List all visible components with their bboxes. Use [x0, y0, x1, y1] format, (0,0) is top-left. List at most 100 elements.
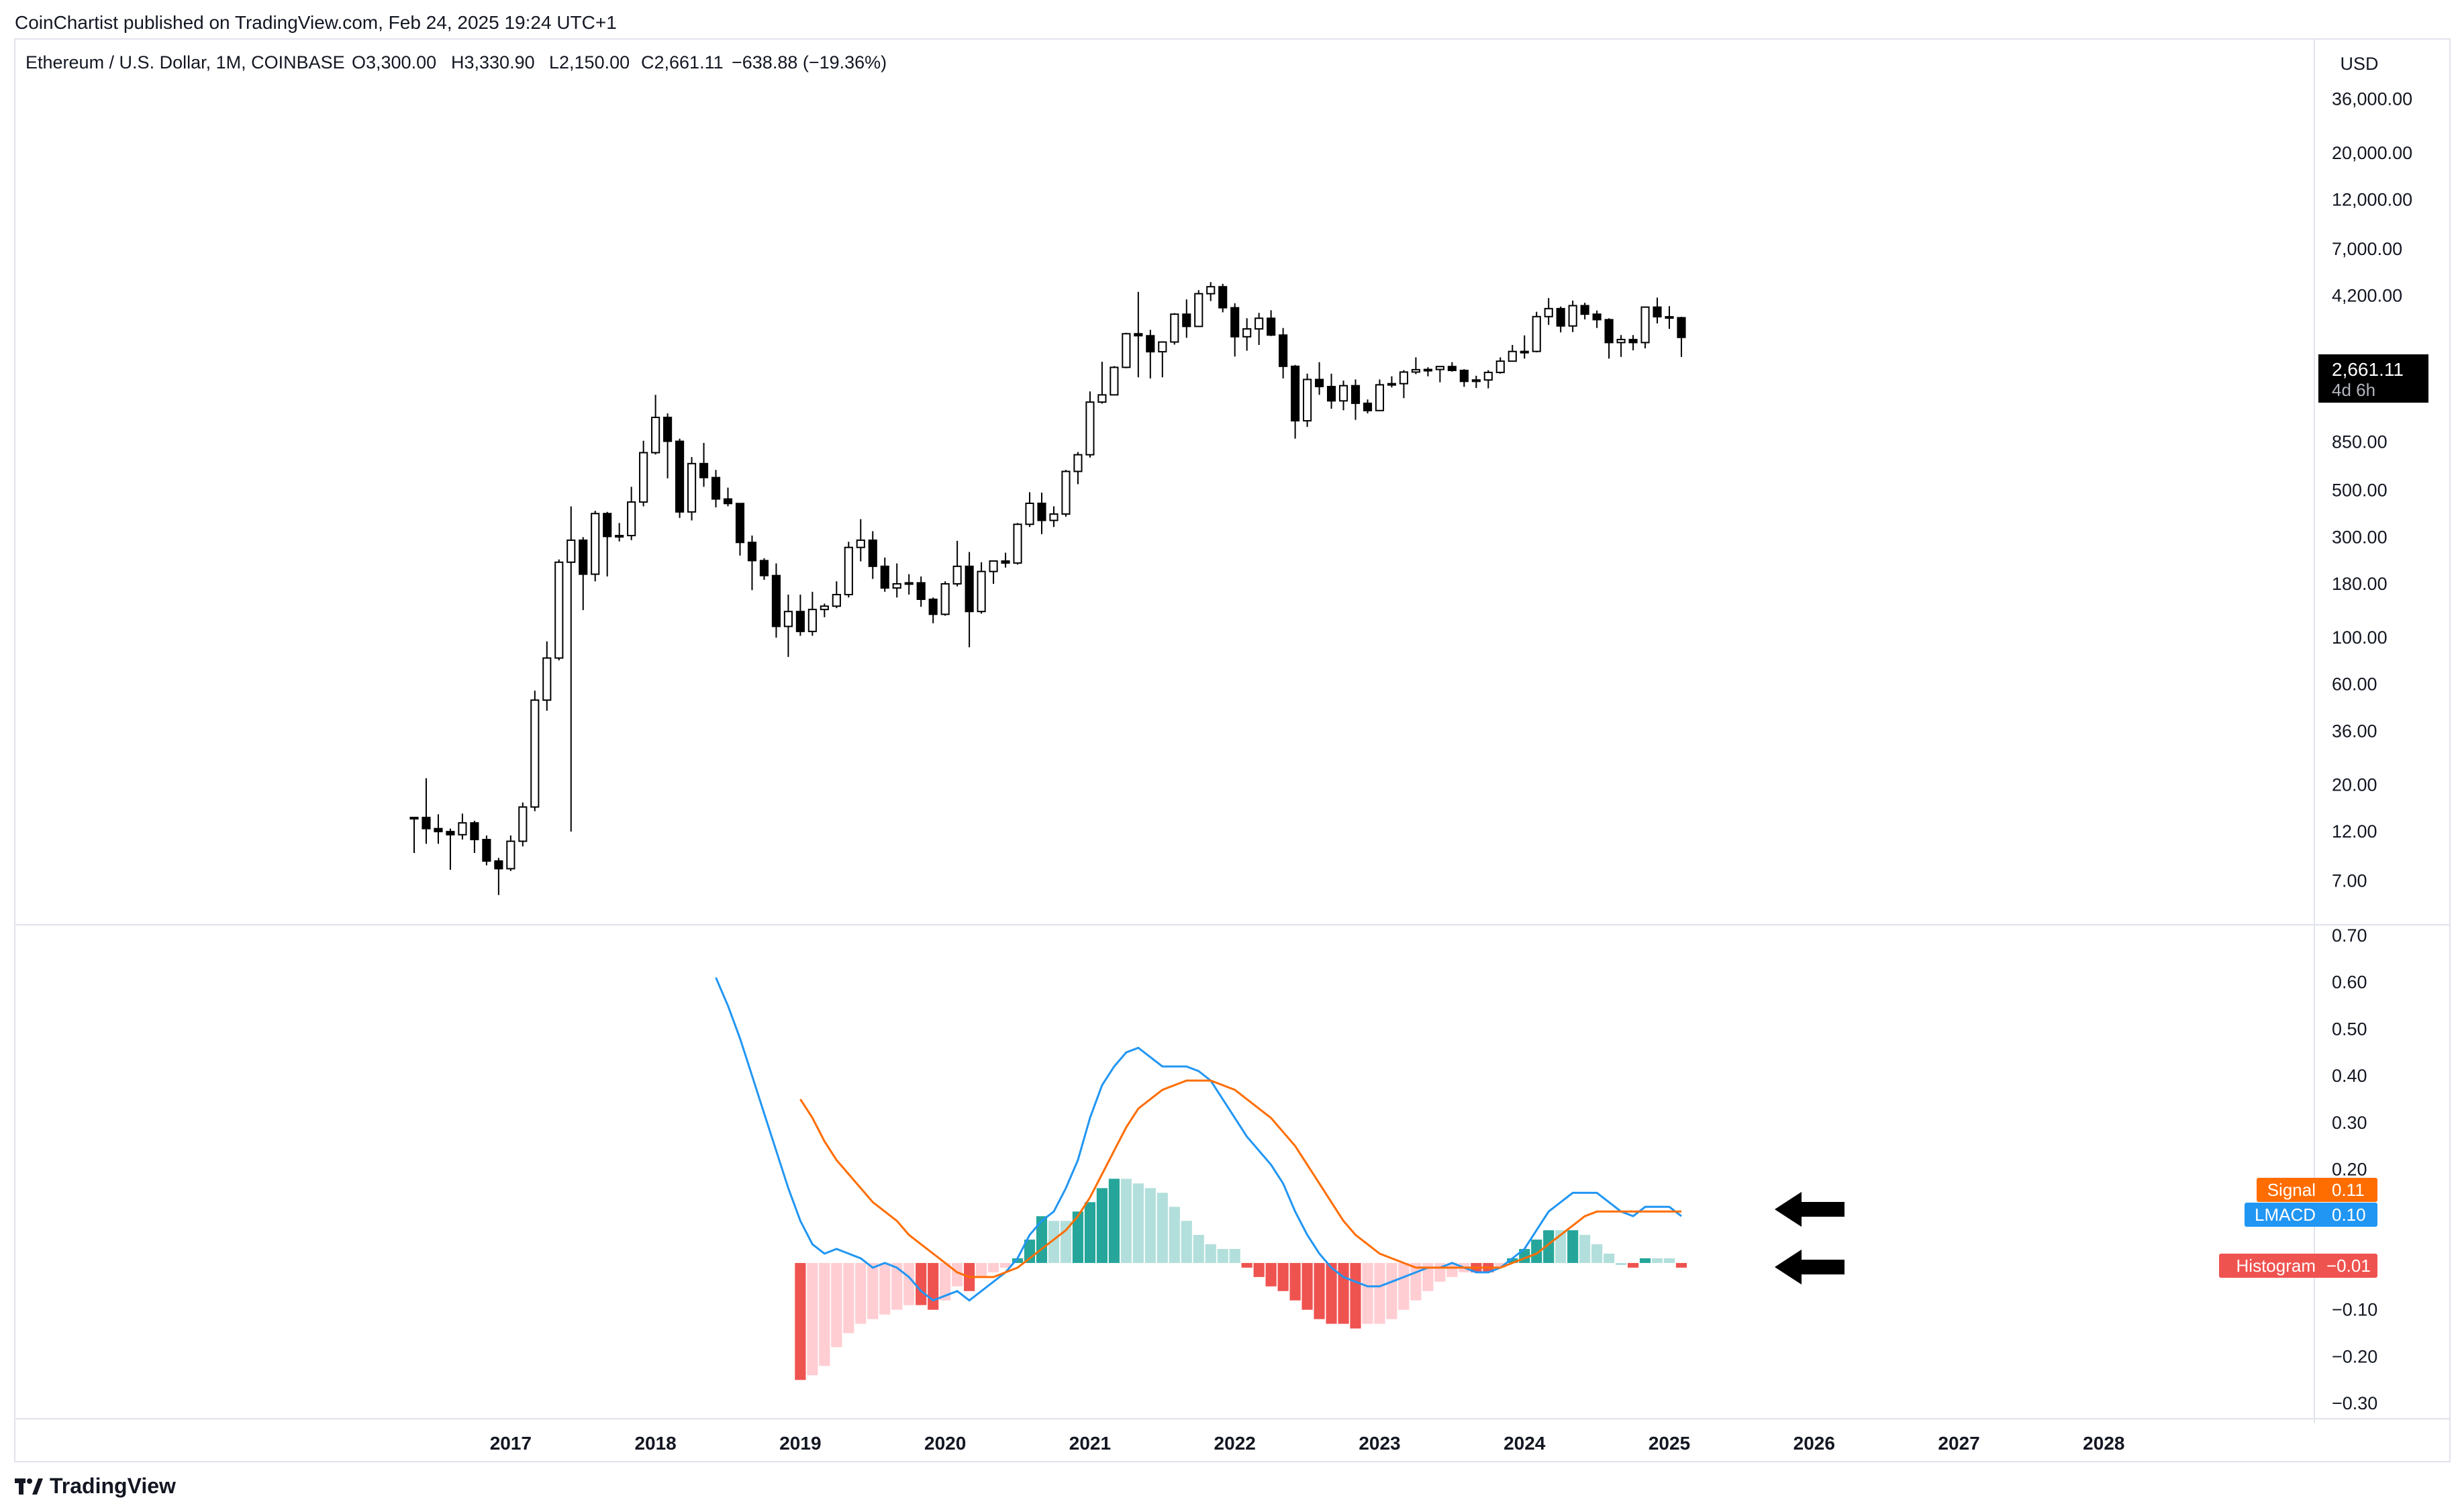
candle: [1242, 318, 1252, 351]
candle: [1326, 373, 1336, 409]
candle: [1303, 373, 1312, 427]
candle: [1025, 492, 1034, 527]
histogram-bar: [1651, 1258, 1663, 1263]
lmacd-tag-name: LMACD: [2255, 1205, 2316, 1225]
histogram-bar: [1604, 1254, 1615, 1263]
candle: [615, 523, 624, 542]
candle: [1375, 379, 1385, 411]
candle: [1653, 297, 1662, 323]
candle-body: [434, 827, 443, 833]
candle: [663, 413, 673, 478]
signal-tag-name: Signal: [2267, 1180, 2316, 1200]
candle-body: [868, 539, 877, 567]
time-tick-label: 2027: [1938, 1433, 1979, 1454]
histogram-bar: [1108, 1178, 1120, 1263]
macd-tick-label: −0.10: [2332, 1300, 2377, 1320]
candle-body: [723, 498, 733, 505]
candle-body: [1073, 454, 1083, 472]
time-axis: 2017 2018 2019 2020 2021 2022 2023 2024 2025 2026…: [490, 1433, 2125, 1454]
candle: [771, 563, 781, 638]
histogram-bar: [819, 1262, 830, 1366]
candle: [699, 442, 709, 487]
candle-body: [1242, 328, 1252, 338]
candle-body: [1483, 371, 1493, 381]
candle: [482, 835, 491, 866]
candle-body: [1326, 385, 1336, 402]
candle: [747, 536, 757, 591]
arrow-icon: [1775, 1250, 1844, 1284]
candle-body: [482, 839, 491, 862]
time-tick-label: 2025: [1649, 1433, 1690, 1454]
symbol-title: Ethereum / U.S. Dollar, 1M, COINBASE: [26, 52, 345, 72]
histogram-bar: [1495, 1262, 1506, 1268]
candle-body: [952, 565, 962, 585]
candle: [518, 802, 528, 847]
macd-tick-label: 0.30: [2332, 1113, 2367, 1133]
currency-button[interactable]: USD: [2322, 46, 2396, 79]
candle-body: [554, 561, 564, 659]
candle: [579, 537, 588, 611]
histogram-bar: [1253, 1262, 1265, 1277]
candle: [1073, 452, 1083, 485]
candle-body: [880, 565, 889, 589]
candle-body: [446, 831, 455, 836]
price-tick-label: 60.00: [2332, 674, 2377, 695]
price-tick-label: 12,000.00: [2332, 189, 2412, 209]
time-tick-label: 2024: [1504, 1433, 1546, 1454]
histogram-bar: [1193, 1235, 1204, 1263]
candle-body: [506, 840, 515, 870]
candle-body: [518, 806, 528, 842]
histogram-tag-value: −0.01: [2326, 1256, 2371, 1276]
histogram-bar: [1132, 1183, 1144, 1263]
candle: [470, 821, 479, 853]
candle-body: [458, 822, 467, 836]
candle-body: [1122, 333, 1131, 368]
candle: [1350, 379, 1361, 420]
candle: [711, 470, 721, 508]
candle: [1387, 376, 1397, 388]
candle: [639, 440, 648, 507]
candle: [1363, 399, 1373, 413]
candle: [844, 542, 853, 598]
candle-body: [904, 582, 914, 585]
candle-body: [567, 539, 576, 563]
candle-body: [1085, 401, 1095, 456]
candle: [446, 828, 455, 870]
candle-body: [1049, 513, 1059, 521]
price-tick-label: 7.00: [2332, 871, 2367, 891]
candle: [1604, 318, 1614, 359]
currency-label[interactable]: USD: [2340, 54, 2378, 74]
candle-body: [1194, 293, 1203, 327]
candle: [868, 531, 877, 579]
candle: [687, 456, 697, 521]
candle: [759, 558, 769, 581]
histogram-bar: [1277, 1262, 1289, 1291]
histogram-bar: [1350, 1262, 1361, 1329]
histogram-bar: [831, 1262, 842, 1348]
tradingview-logo: TradingView: [15, 1474, 176, 1499]
price-tick-label: 500.00: [2332, 481, 2388, 501]
candle: [1411, 357, 1420, 374]
ohlc-change: −638.88 (−19.36%): [732, 52, 887, 72]
histogram-bar: [1301, 1262, 1313, 1310]
histogram-bar: [1386, 1262, 1397, 1319]
candle: [1423, 367, 1432, 376]
histogram-bar: [1639, 1258, 1651, 1263]
tradingview-logo-icon: [15, 1478, 43, 1495]
candle-body: [1146, 335, 1155, 353]
candle: [1520, 335, 1529, 359]
candle-body: [1097, 394, 1107, 403]
candle: [1616, 335, 1626, 357]
candle-body: [1001, 560, 1010, 564]
time-tick-label: 2021: [1069, 1433, 1111, 1454]
candle-body: [530, 699, 540, 808]
candle-body: [1158, 341, 1167, 353]
candle-body: [1677, 317, 1686, 338]
histogram-bar: [1338, 1262, 1349, 1324]
last-price-tag: 2,661.11 4d 6h: [2318, 354, 2428, 403]
macd-tick-label: 0.60: [2332, 972, 2367, 993]
histogram-bar: [843, 1262, 854, 1333]
histogram-bar: [1144, 1188, 1156, 1263]
candle-body: [928, 599, 938, 615]
candle: [820, 603, 829, 617]
